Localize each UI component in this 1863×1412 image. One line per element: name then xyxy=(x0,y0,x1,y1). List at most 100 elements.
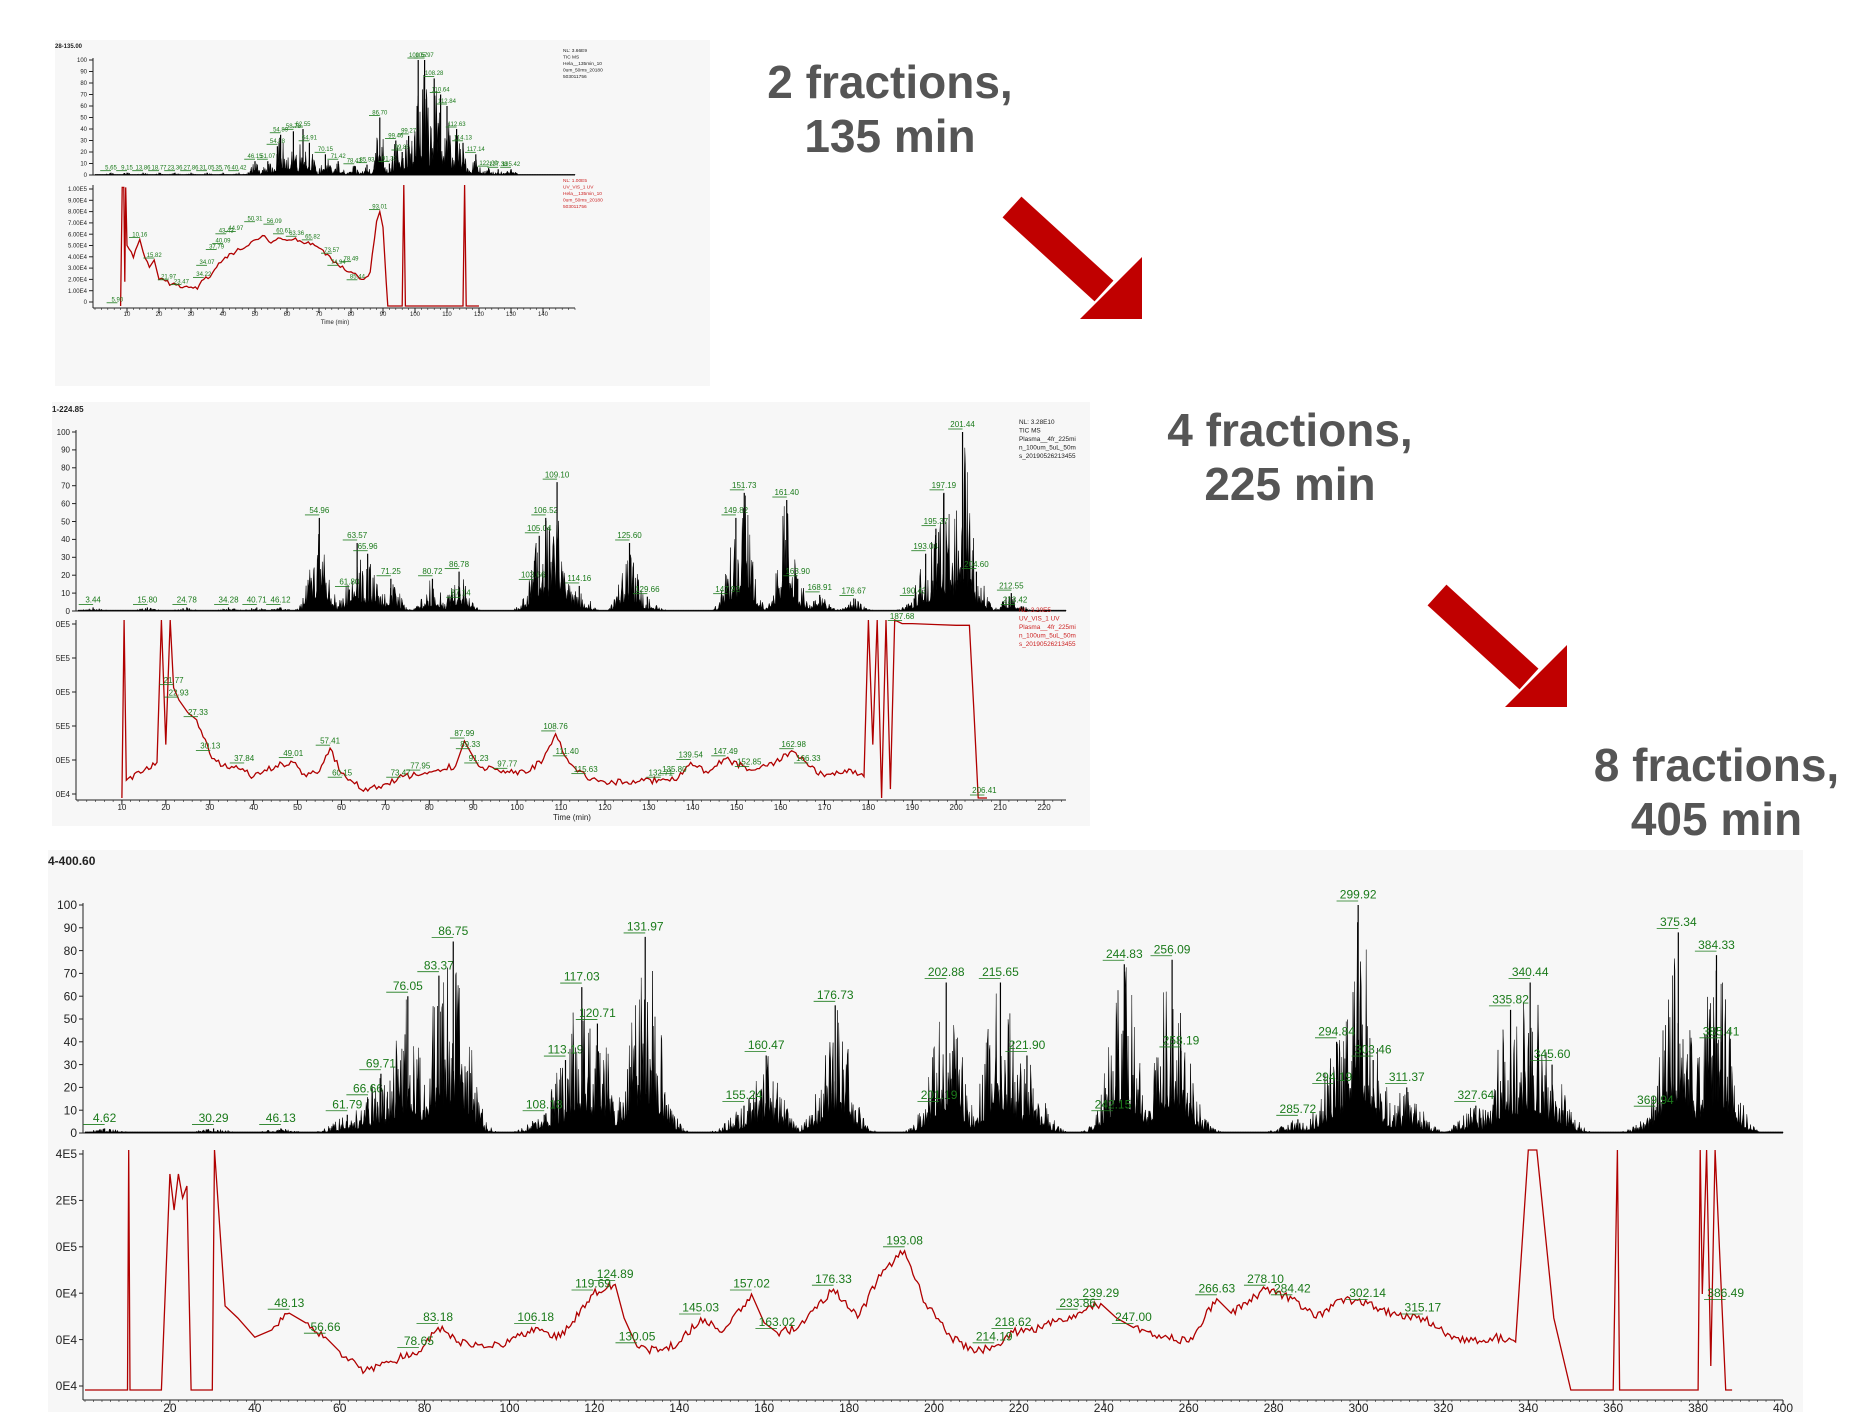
ms-peak-label: 120.71 xyxy=(579,1006,616,1020)
uv-y-tick-label: 5E5 xyxy=(56,722,71,731)
x-tick-label: 40 xyxy=(249,803,258,812)
uv-peak-label: 302.14 xyxy=(1349,1286,1386,1300)
x-tick-label: 160 xyxy=(774,803,788,812)
ms-peak-label: 285.72 xyxy=(1280,1102,1317,1116)
ms-peak-label: 3.44 xyxy=(85,596,101,605)
uv-peak-label: 22.93 xyxy=(169,688,190,697)
x-tick-label: 60 xyxy=(333,1401,347,1412)
ms-y-tick-label: 90 xyxy=(80,70,87,76)
x-tick-label: 150 xyxy=(730,803,744,812)
x-axis-label: Time (min) xyxy=(321,320,349,326)
x-tick-label: 220 xyxy=(1009,1401,1029,1412)
uv-peak-label: 97.77 xyxy=(497,760,518,769)
ms-peak-label: 327.64 xyxy=(1457,1088,1494,1102)
ms-y-tick-label: 40 xyxy=(64,1035,78,1049)
x-tick-label: 90 xyxy=(380,312,387,318)
uv-peak-label: 193.08 xyxy=(886,1233,923,1247)
ms-peak-label: 13.86 xyxy=(135,166,151,172)
uv-y-tick-label: 0E5 xyxy=(56,1240,78,1254)
panel-background xyxy=(52,402,1090,826)
ms-peak-label: 105.04 xyxy=(527,524,552,533)
uv-peak-label: 74.94 xyxy=(331,260,347,266)
ms-peak-label: 294.19 xyxy=(1315,1070,1352,1084)
x-tick-label: 120 xyxy=(474,312,485,318)
ms-y-tick-label: 60 xyxy=(64,989,78,1003)
uv-trace xyxy=(119,184,479,307)
ms-peak-label: 35.76 xyxy=(215,166,231,172)
x-tick-label: 30 xyxy=(205,803,214,812)
ms-y-tick-label: 70 xyxy=(64,967,78,981)
ms-peak-label: 125.60 xyxy=(617,531,642,540)
uv-y-tick-label: 9.00E4 xyxy=(68,198,88,204)
uv-peak-label: 187.68 xyxy=(890,612,915,621)
ms-peak-label: 161.40 xyxy=(774,488,799,497)
caption-4-fractions-line2: 225 min xyxy=(1204,458,1376,511)
uv-peak-label: 57.41 xyxy=(320,736,341,745)
ms-peak-label: 112.63 xyxy=(448,122,467,128)
uv-peak-label: 239.29 xyxy=(1082,1286,1119,1300)
ms-y-tick-label: 50 xyxy=(64,1012,78,1026)
x-tick-label: 240 xyxy=(1094,1401,1114,1412)
x-tick-label: 50 xyxy=(252,312,259,318)
x-tick-label: 190 xyxy=(906,803,920,812)
ms-y-tick-label: 20 xyxy=(61,571,70,580)
ms-peak-label: 30.29 xyxy=(199,1111,229,1125)
ms-peak-label: 147.92 xyxy=(715,585,740,594)
ms-peak-label: 303.46 xyxy=(1355,1043,1392,1057)
ms-peak-label: 71.25 xyxy=(381,567,402,576)
uv-peak-label: 34.22 xyxy=(196,272,212,278)
caption-2-fractions: 2 fractions, 135 min xyxy=(720,55,1060,164)
uv-y-tick-label: 0 xyxy=(84,300,88,306)
ms-y-tick-label: 80 xyxy=(61,464,70,473)
panel-background xyxy=(55,40,710,386)
uv-peak-label: 115.63 xyxy=(574,765,598,774)
x-tick-label: 80 xyxy=(418,1401,432,1412)
uv-info-line: UV_VIS_1 UV xyxy=(1019,616,1060,623)
ms-peak-label: 78.43 xyxy=(347,159,363,165)
x-tick-label: 50 xyxy=(293,803,302,812)
ms-peak-label: 335.82 xyxy=(1492,992,1529,1006)
uv-y-tick-label: 0E4 xyxy=(56,1333,78,1347)
uv-peak-label: 176.33 xyxy=(815,1272,852,1286)
ms-peak-label: 61.79 xyxy=(332,1097,362,1111)
caption-8-fractions-line2: 405 min xyxy=(1630,793,1803,846)
ms-peak-label: 103.66 xyxy=(521,571,546,580)
ms-peak-label: 129.66 xyxy=(635,585,660,594)
ms-y-tick-label: 0 xyxy=(70,1126,77,1140)
uv-peak-label: 135.80 xyxy=(662,765,687,774)
ms-peak-label: 244.83 xyxy=(1106,947,1143,961)
x-tick-label: 160 xyxy=(754,1401,774,1412)
x-tick-label: 80 xyxy=(348,312,355,318)
ms-info-line: TIC MS xyxy=(563,55,579,61)
uv-peak-label: 37.79 xyxy=(209,244,225,250)
ms-peak-label: 99.27 xyxy=(401,129,417,135)
ms-peak-label: 193.04 xyxy=(913,542,938,551)
ms-peak-label: 215.65 xyxy=(982,965,1019,979)
uv-peak-label: 37.84 xyxy=(234,754,255,763)
x-tick-label: 130 xyxy=(642,803,656,812)
uv-peak-label: 147.49 xyxy=(713,747,738,756)
uv-y-tick-label: 8.00E4 xyxy=(68,210,88,216)
ms-peak-label: 66.66 xyxy=(353,1081,383,1095)
ms-peak-label: 61.80 xyxy=(339,578,360,587)
ms-peak-label: 99.46 xyxy=(388,133,404,139)
uv-peak-label: 5.90 xyxy=(112,298,124,304)
x-tick-label: 40 xyxy=(248,1401,262,1412)
uv-peak-label: 278.10 xyxy=(1247,1272,1284,1286)
ms-y-tick-label: 80 xyxy=(80,81,87,87)
ms-peak-label: 176.67 xyxy=(842,587,867,596)
uv-y-tick-label: 5.00E4 xyxy=(68,244,88,250)
x-tick-label: 140 xyxy=(669,1401,689,1412)
x-tick-label: 40 xyxy=(220,312,227,318)
ms-peak-label: 86.70 xyxy=(372,110,388,116)
ms-peak-label: 24.78 xyxy=(177,596,198,605)
x-tick-label: 80 xyxy=(425,803,434,812)
x-tick-label: 100 xyxy=(499,1401,519,1412)
uv-peak-label: 85.44 xyxy=(350,275,366,281)
ms-peak-label: 311.37 xyxy=(1389,1070,1425,1084)
ms-y-tick-label: 30 xyxy=(80,139,87,145)
ms-peak-label: 108.18 xyxy=(526,1097,563,1111)
ms-peak-label: 54.96 xyxy=(309,506,330,515)
ms-peak-label: 54.89 xyxy=(273,128,289,134)
uv-info-line: UV_VIS_1 UV xyxy=(563,185,594,191)
